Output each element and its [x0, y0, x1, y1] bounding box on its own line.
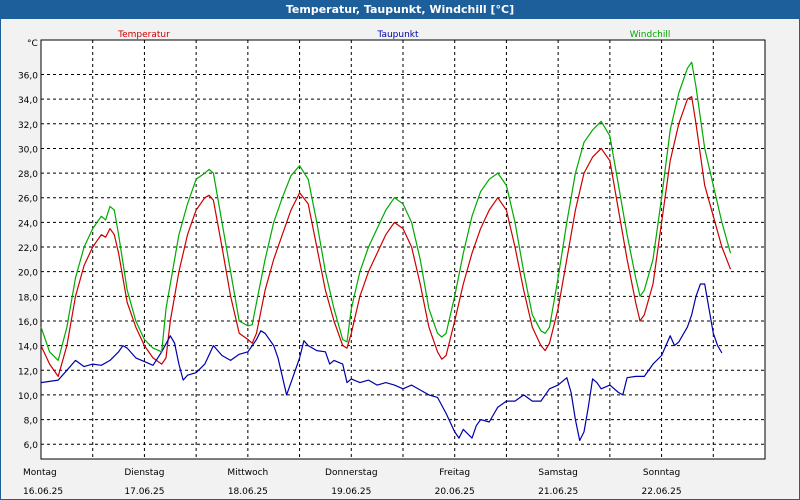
x-date-label: 18.06.25 [228, 487, 268, 497]
x-date-label: 16.06.25 [23, 487, 63, 497]
y-tick-label: 10,0 [18, 392, 38, 402]
y-tick-label: 34,0 [18, 96, 38, 106]
legend-entry-temperatur: Temperatur [117, 30, 170, 40]
y-tick-label: 6,0 [24, 441, 39, 451]
grid-lines [41, 40, 765, 459]
x-date-label: 17.06.25 [124, 487, 164, 497]
y-tick-label: 26,0 [18, 195, 38, 205]
legend-entry-windchill: Windchill [630, 30, 671, 40]
legend: Temperatur Taupunkt Windchill [117, 30, 670, 40]
series-line-taupunkt [40, 283, 723, 442]
x-day-label: Montag [23, 468, 57, 478]
x-day-label: Freitag [439, 468, 470, 478]
plot-border [40, 39, 766, 460]
y-tick-label: 36,0 [18, 72, 38, 82]
x-day-label: Samstag [538, 468, 577, 478]
y-axis-unit: °C [27, 39, 38, 49]
chart-title: Temperatur, Taupunkt, Windchill [°C] [1, 1, 799, 19]
y-tick-label: 32,0 [18, 121, 38, 131]
y-tick-label: 16,0 [18, 318, 38, 328]
y-tick-label: 30,0 [18, 145, 38, 155]
x-date-label: 20.06.25 [435, 487, 475, 497]
x-day-label: Mittwoch [227, 468, 268, 478]
y-tick-label: 14,0 [18, 343, 38, 353]
chart-canvas: 6,0 8,0 10,0 12,0 14,0 16,0 18,0 20,0 22,0 24,0 26… [18, 30, 766, 497]
legend-entry-taupunkt: Taupunkt [376, 30, 419, 40]
x-date-label: 22.06.25 [642, 487, 682, 497]
series-lines [40, 61, 732, 442]
y-tick-label: 12,0 [18, 367, 38, 377]
y-tick-label: 8,0 [24, 417, 39, 427]
series-line-temperatur [40, 96, 732, 377]
x-date-label: 19.06.25 [331, 487, 371, 497]
y-tick-label: 24,0 [18, 219, 38, 229]
x-day-label: Donnerstag [325, 468, 378, 478]
y-tick-label: 28,0 [18, 170, 38, 180]
series-line-windchill [40, 61, 732, 361]
y-tick-label: 18,0 [18, 293, 38, 303]
axes: 6,0 8,0 10,0 12,0 14,0 16,0 18,0 20,0 22,0 24,0 26… [18, 39, 766, 497]
y-tick-label: 20,0 [18, 269, 38, 279]
x-date-label: 21.06.25 [538, 487, 578, 497]
y-tick-label: 22,0 [18, 244, 38, 254]
x-day-label: Sonntag [643, 468, 680, 478]
x-day-label: Dienstag [124, 468, 164, 478]
